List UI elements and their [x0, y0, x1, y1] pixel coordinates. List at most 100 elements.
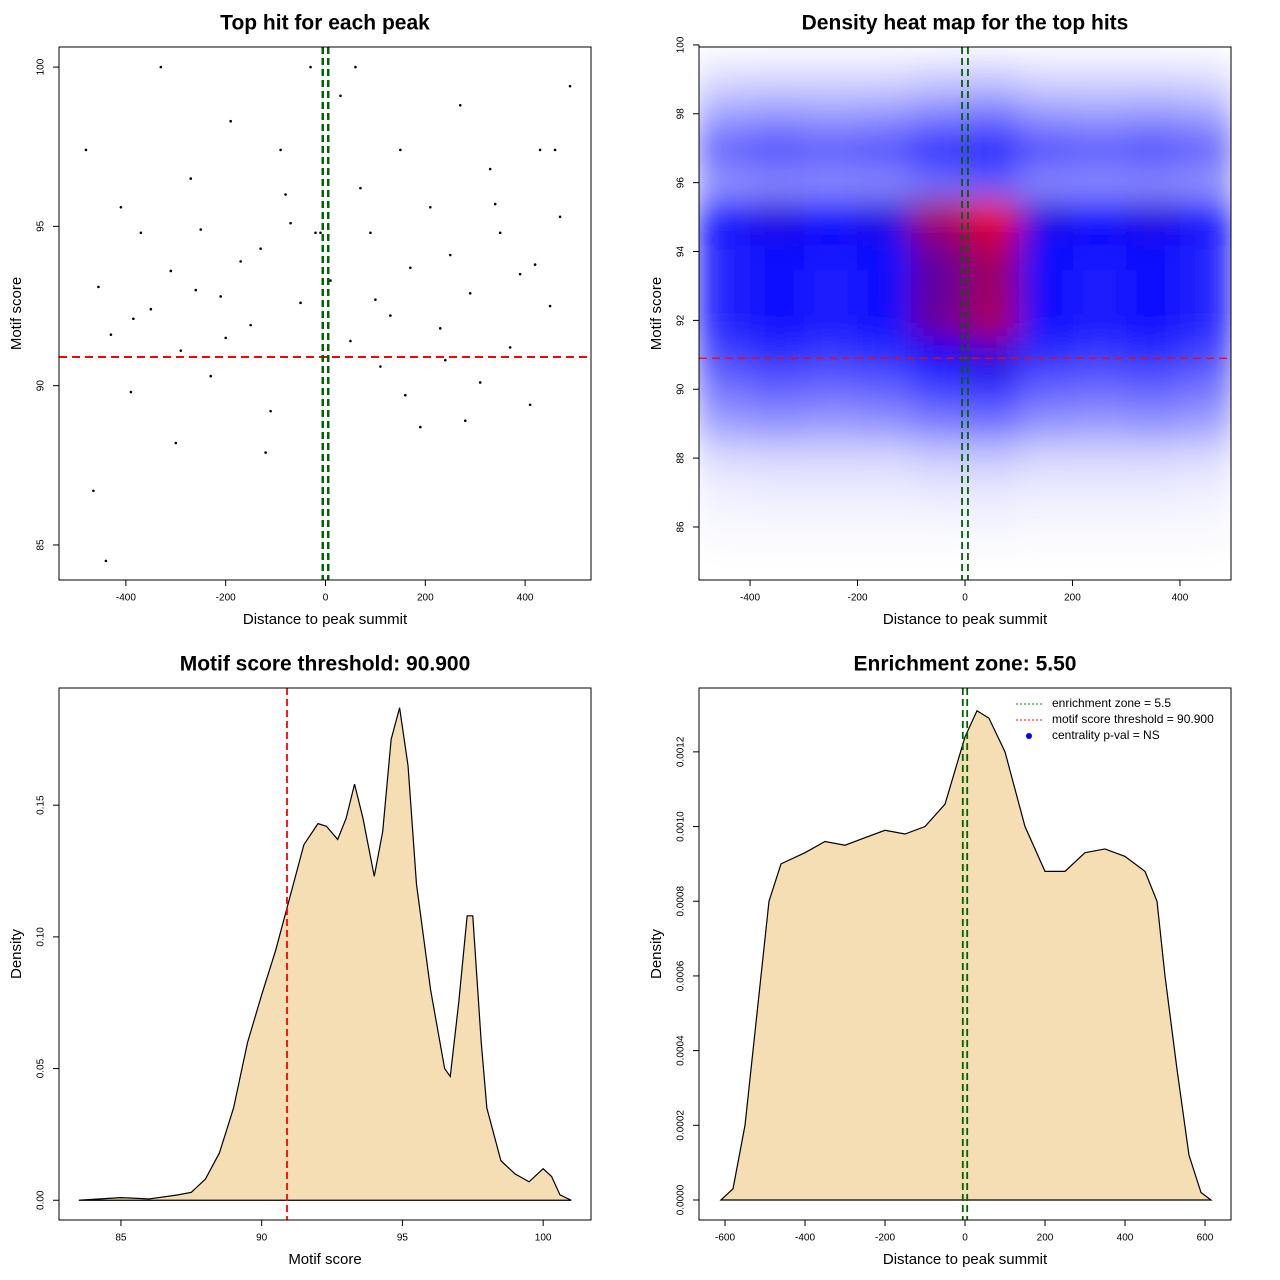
point — [528, 403, 532, 407]
point — [389, 314, 392, 317]
heat-cell — [803, 337, 859, 373]
point — [409, 266, 412, 270]
heat-cell — [1179, 475, 1231, 511]
heat-cell — [803, 303, 859, 339]
heat-cell — [911, 337, 966, 373]
point — [508, 346, 512, 349]
point — [354, 65, 357, 69]
heat-cell — [1018, 406, 1073, 442]
panel: Motif score threshold: 90.900 Motif score… — [8, 653, 592, 1268]
point — [132, 317, 135, 321]
heat-cell — [857, 440, 912, 476]
point — [209, 374, 213, 378]
heat-cell — [1126, 165, 1181, 201]
heat-cell — [699, 96, 751, 132]
heat-cell — [1018, 62, 1073, 98]
point — [149, 307, 153, 311]
heat-cell — [803, 165, 859, 201]
heat-cell — [1179, 440, 1231, 476]
x-axis-label: Distance to peak summit — [243, 611, 408, 628]
x-tick-label: 200 — [1064, 593, 1081, 604]
heat-cell — [750, 372, 805, 407]
heat-cell — [1126, 234, 1181, 270]
heat-cell — [911, 199, 966, 235]
heat-cell — [1179, 131, 1231, 166]
point — [558, 215, 562, 219]
heat-cell — [965, 62, 1020, 98]
point — [299, 301, 302, 305]
point — [379, 365, 382, 368]
heatmap — [699, 62, 1231, 545]
heat-cell — [857, 303, 912, 339]
y-axis-label: Density — [648, 928, 665, 979]
heat-cell — [965, 475, 1020, 511]
point — [104, 559, 108, 563]
heat-cell — [1018, 337, 1073, 373]
x-axis-label: Distance to peak summit — [883, 1251, 1048, 1268]
y-tick-label: 0.0008 — [676, 886, 687, 917]
point — [349, 339, 352, 343]
heat-cell — [1018, 372, 1073, 407]
point — [279, 148, 282, 152]
plot-area — [719, 688, 1213, 1220]
point — [129, 390, 133, 394]
heat-cell — [857, 509, 912, 545]
y-tick-label: 94 — [676, 246, 687, 258]
heat-cell — [1018, 96, 1073, 132]
heat-cell — [1072, 440, 1127, 476]
heat-cell — [750, 303, 805, 339]
y-tick-label: 0.0002 — [676, 1110, 687, 1141]
heat-cell — [1018, 131, 1073, 166]
heat-cell — [1072, 372, 1127, 407]
plot-frame — [58, 46, 592, 581]
y-tick-label: 95 — [36, 220, 47, 232]
point — [468, 291, 472, 295]
x-tick-label: 400 — [517, 593, 534, 604]
point — [139, 231, 143, 235]
point — [314, 231, 317, 235]
point — [419, 425, 422, 429]
x-tick-label: 600 — [1197, 1233, 1214, 1244]
point — [518, 272, 522, 276]
x-tick-label: 90 — [256, 1233, 268, 1244]
point — [264, 451, 267, 454]
panel: Enrichment zone: 5.50 Distance to peak su… — [648, 653, 1232, 1268]
heat-cell — [1126, 303, 1181, 339]
panel: Density heat map for the top hits Distanc… — [648, 12, 1232, 628]
heat-cell — [803, 199, 859, 235]
heat-cell — [965, 372, 1020, 407]
heat-cell — [911, 406, 966, 442]
heat-cell — [1018, 509, 1073, 545]
heat-cell — [803, 406, 859, 442]
point — [369, 231, 372, 235]
heat-cell — [911, 303, 966, 339]
heat-cell — [911, 440, 966, 476]
heat-cell — [1126, 372, 1181, 407]
heat-cell — [911, 372, 966, 407]
heat-cell — [911, 475, 966, 511]
point — [533, 263, 537, 266]
heat-cell — [857, 475, 912, 511]
x-tick-label: 100 — [535, 1233, 552, 1244]
heat-cell — [1018, 303, 1073, 339]
point — [199, 228, 203, 231]
plot-area — [699, 47, 1231, 580]
heat-cell — [699, 268, 751, 304]
y-tick-label: 0.0006 — [676, 960, 687, 991]
heat-cell — [803, 268, 859, 304]
chart-title: Top hit for each peak — [220, 12, 430, 35]
density-area — [78, 707, 572, 1201]
heat-cell — [1179, 234, 1231, 270]
heat-cell — [965, 440, 1020, 476]
point — [284, 193, 287, 196]
y-tick-label: 96 — [676, 177, 687, 189]
heat-cell — [911, 62, 966, 98]
heat-cell — [803, 475, 859, 511]
heat-cell — [803, 440, 859, 476]
point — [289, 221, 292, 225]
heat-cell — [750, 509, 805, 545]
heat-cell — [803, 62, 859, 98]
heat-cell — [911, 165, 966, 201]
heat-cell — [1179, 337, 1231, 373]
